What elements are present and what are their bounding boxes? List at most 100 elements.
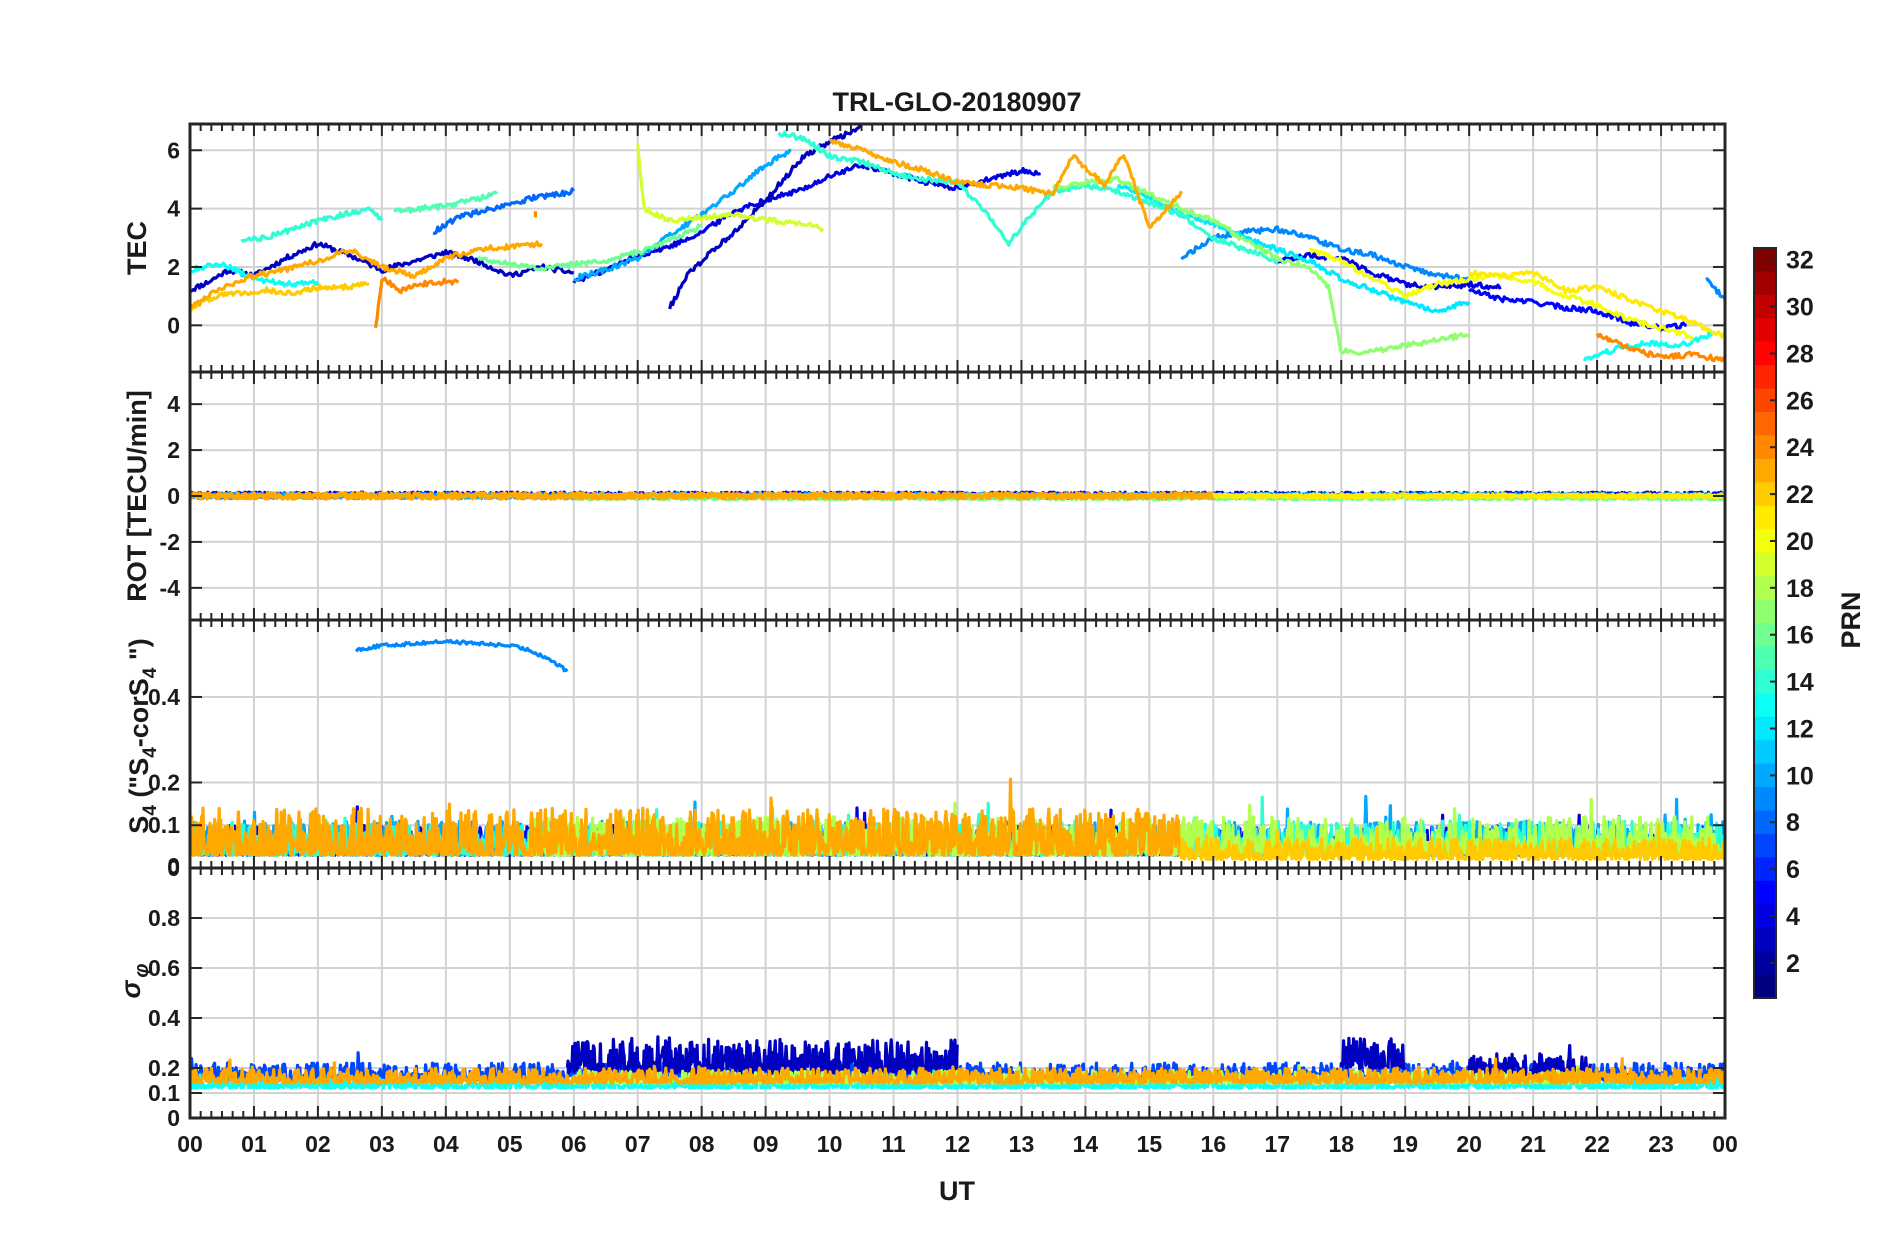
colorbar-segment bbox=[1754, 458, 1776, 483]
colorbar-segment bbox=[1754, 857, 1776, 882]
colorbar-segment bbox=[1754, 341, 1776, 366]
colorbar-tick-label: 8 bbox=[1786, 809, 1800, 837]
colorbar-tick-label: 32 bbox=[1786, 247, 1814, 275]
colorbar-segment bbox=[1754, 248, 1776, 273]
tec-series-prn-9 bbox=[1180, 225, 1470, 281]
colorbar-segment bbox=[1754, 974, 1776, 999]
x-tick-label: 07 bbox=[625, 1131, 651, 1157]
sigma-y-tick-label: 0.6 bbox=[148, 955, 180, 981]
colorbar-tick-label: 4 bbox=[1786, 903, 1800, 931]
x-tick-label: 22 bbox=[1584, 1131, 1610, 1157]
sigma-axis-label: σφ bbox=[116, 964, 153, 999]
colorbar-tick-label: 24 bbox=[1786, 434, 1814, 462]
x-tick-label: 00 bbox=[1712, 1131, 1738, 1157]
colorbar-segment bbox=[1754, 927, 1776, 952]
colorbar-segment bbox=[1754, 318, 1776, 343]
tec-series-group bbox=[190, 124, 1725, 363]
rot-series-prn-23 bbox=[190, 491, 1215, 501]
x-tick-label: 16 bbox=[1201, 1131, 1227, 1157]
sigma-series-group bbox=[190, 1035, 1725, 1090]
tec-series-prn-16 bbox=[477, 223, 703, 272]
tec-series-prn-24 bbox=[373, 276, 459, 329]
sigma-series-prn-3 bbox=[565, 1035, 959, 1075]
tec-series-prn-15 bbox=[393, 190, 499, 214]
colorbar-frame bbox=[1753, 247, 1777, 999]
colorbar-tick-label: 6 bbox=[1786, 856, 1800, 884]
x-tick-label: 11 bbox=[881, 1131, 906, 1157]
tec-series-prn-10 bbox=[573, 148, 792, 282]
tec-y-tick-label: 2 bbox=[167, 254, 180, 280]
x-tick-label: 05 bbox=[497, 1131, 523, 1157]
tec-series-prn-14 bbox=[777, 130, 1279, 265]
x-tick-label: 08 bbox=[689, 1131, 715, 1157]
sigma-y-tick-label: 0.2 bbox=[148, 1055, 180, 1081]
colorbar-segment bbox=[1754, 693, 1776, 718]
x-tick-label: 12 bbox=[945, 1131, 971, 1157]
s4-y-tick-label-extra: 0 bbox=[167, 853, 180, 879]
chart-title: TRL-GLO-20180907 bbox=[832, 87, 1081, 117]
colorbar-tick-label: 12 bbox=[1786, 715, 1814, 743]
x-tick-label: 00 bbox=[177, 1131, 203, 1157]
s4-series-prn-23 bbox=[190, 777, 1183, 857]
tec-series-prn-9 bbox=[1705, 277, 1725, 300]
rot-y-tick-label: 2 bbox=[167, 437, 180, 463]
sigma-series-prn-23 bbox=[190, 1057, 1725, 1085]
colorbar-tick-label: 30 bbox=[1786, 294, 1814, 322]
x-tick-label: 06 bbox=[561, 1131, 587, 1157]
colorbar-segment bbox=[1754, 904, 1776, 929]
x-tick-label: 17 bbox=[1264, 1131, 1290, 1157]
tec-series-prn-19 bbox=[636, 144, 825, 233]
colorbar-segment bbox=[1754, 599, 1776, 624]
colorbar-segment bbox=[1754, 810, 1776, 835]
tec-series-prn-14 bbox=[240, 206, 384, 243]
x-tick-label: 19 bbox=[1392, 1131, 1418, 1157]
colorbar-segment bbox=[1754, 833, 1776, 858]
s4-y-tick-label: 0.4 bbox=[148, 684, 180, 710]
colorbar-segment bbox=[1754, 623, 1776, 648]
x-tick-label: 14 bbox=[1073, 1131, 1099, 1157]
colorbar-segment bbox=[1754, 505, 1776, 530]
colorbar-segment bbox=[1754, 880, 1776, 905]
colorbar-segment bbox=[1754, 412, 1776, 437]
s4-axis-label: S4 ("S4-corS4 ") bbox=[124, 638, 161, 833]
sigma-series-prn-3 bbox=[1339, 1036, 1406, 1070]
tec-axis-label: TEC bbox=[122, 221, 152, 275]
x-tick-label: 15 bbox=[1137, 1131, 1163, 1157]
colorbar-segment bbox=[1754, 763, 1776, 788]
colorbar-segment bbox=[1754, 435, 1776, 460]
colorbar-tick-label: 10 bbox=[1786, 762, 1814, 790]
x-tick-label: 01 bbox=[241, 1131, 267, 1157]
tec-series-prn-21 bbox=[1468, 269, 1725, 339]
colorbar-segment bbox=[1754, 669, 1776, 694]
x-tick-label: 09 bbox=[753, 1131, 779, 1157]
x-tick-labels: 00 01 02 03 04 05 06 07 08 09 10 11 12 13 14 15 16 17 18 19… bbox=[177, 1131, 1738, 1157]
colorbar-segment bbox=[1754, 951, 1776, 976]
colorbar-label: PRN bbox=[1836, 591, 1866, 648]
colorbar-segment bbox=[1754, 388, 1776, 413]
x-axis-label: UT bbox=[939, 1176, 975, 1206]
rot-y-tick-label: -4 bbox=[160, 575, 181, 601]
tec-series-prn-4 bbox=[1276, 251, 1502, 291]
colorbar-tick-label: 20 bbox=[1786, 528, 1814, 556]
x-tick-label: 23 bbox=[1648, 1131, 1674, 1157]
rot-series-prn-21 bbox=[1212, 492, 1725, 500]
colorbar-segment bbox=[1754, 294, 1776, 319]
x-tick-label: 18 bbox=[1328, 1131, 1354, 1157]
colorbar-segment bbox=[1754, 716, 1776, 741]
tec-series-prn-13 bbox=[1582, 331, 1714, 362]
colorbar-tick-label: 22 bbox=[1786, 481, 1814, 509]
tec-y-tick-label: 4 bbox=[167, 196, 180, 222]
colorbar-tick-label: 2 bbox=[1786, 950, 1800, 978]
x-tick-label: 20 bbox=[1456, 1131, 1482, 1157]
x-tick-label: 04 bbox=[433, 1131, 459, 1157]
s4-y-tick-label: 0.1 bbox=[148, 812, 180, 838]
rot-series-group bbox=[190, 490, 1725, 502]
tec-series-prn-17 bbox=[1051, 175, 1471, 356]
colorbar-tick-label: 18 bbox=[1786, 575, 1814, 603]
tec-series-prn-24 bbox=[1595, 332, 1725, 363]
x-tick-label: 10 bbox=[817, 1131, 843, 1157]
sigma-y-tick-label: 0.1 bbox=[148, 1080, 180, 1106]
colorbar-segment bbox=[1754, 576, 1776, 601]
